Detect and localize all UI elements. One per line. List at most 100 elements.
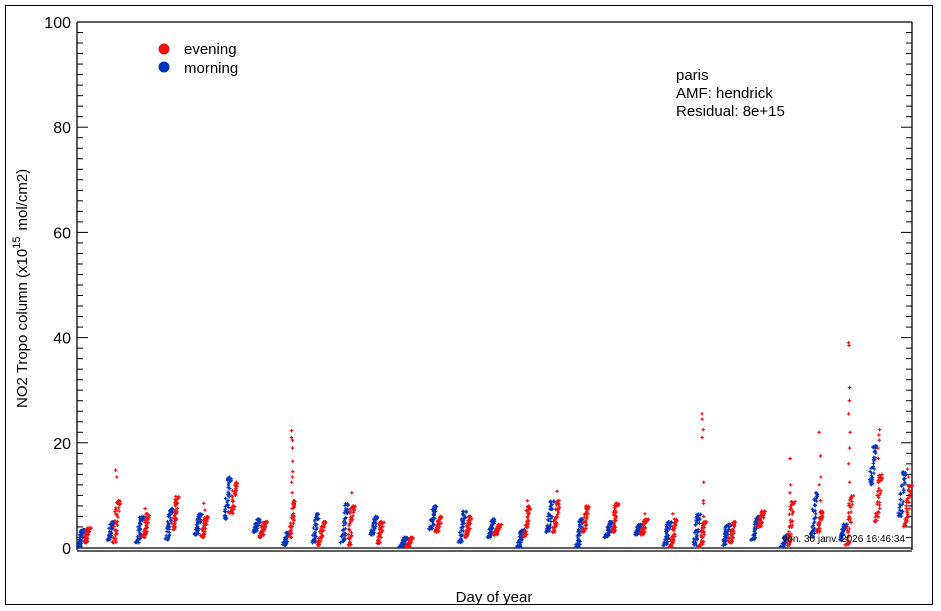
morning-point xyxy=(812,531,817,536)
evening-outlier-point xyxy=(290,446,295,450)
evening-outlier-point xyxy=(876,456,881,461)
morning-point xyxy=(578,542,582,547)
morning-point xyxy=(842,522,846,527)
evening-point xyxy=(557,498,561,503)
morning-point xyxy=(873,444,878,448)
morning-point xyxy=(432,512,436,517)
morning-point xyxy=(197,512,202,517)
morning-point xyxy=(814,511,818,516)
evening-point xyxy=(905,512,910,517)
evening-outlier-point xyxy=(788,490,792,495)
morning-point xyxy=(900,502,904,507)
evening-point xyxy=(905,509,909,514)
evening-point xyxy=(287,534,291,539)
evening-point xyxy=(610,527,615,531)
evening-point xyxy=(616,502,621,506)
evening-point xyxy=(908,494,912,499)
evening-point xyxy=(524,532,529,537)
morning-point xyxy=(373,524,378,529)
annotation-block: paris AMF: hendrick Residual: 8e+15 xyxy=(676,67,785,120)
evening-point xyxy=(261,532,266,537)
evening-point xyxy=(526,504,530,509)
evening-point xyxy=(550,525,555,530)
evening-point xyxy=(876,510,880,514)
evening-point xyxy=(143,519,147,523)
evening-outlier-point xyxy=(846,462,851,466)
evening-point xyxy=(261,520,266,525)
morning-point xyxy=(813,503,817,507)
evening-outlier-point xyxy=(701,480,706,485)
morning-point xyxy=(198,517,203,522)
axes: 0 20 40 60 80 100 xyxy=(44,15,913,558)
morning-point xyxy=(579,517,584,521)
morning-point xyxy=(870,465,875,470)
morning-point xyxy=(697,521,702,526)
evening-point xyxy=(380,529,385,533)
legend-morning-label: morning xyxy=(184,60,238,77)
morning-point xyxy=(110,519,114,524)
morning-point xyxy=(546,518,550,522)
evening-outlier-point xyxy=(876,446,880,450)
evening-point xyxy=(789,532,793,536)
evening-point xyxy=(873,512,878,516)
evening-point xyxy=(117,498,121,503)
evening-point xyxy=(346,536,350,541)
evening-point xyxy=(818,509,823,513)
evening-point xyxy=(877,473,882,478)
morning-point xyxy=(811,528,816,532)
data-points xyxy=(75,341,915,549)
morning-point xyxy=(515,544,520,548)
morning-point xyxy=(696,527,700,532)
evening-point xyxy=(846,511,851,515)
evening-point xyxy=(232,504,237,509)
y-tick-label: 60 xyxy=(53,225,71,242)
morning-point xyxy=(316,512,320,516)
evening-point xyxy=(347,527,352,532)
evening-outlier-point xyxy=(700,417,704,421)
morning-point xyxy=(546,528,551,533)
morning-point xyxy=(342,531,347,536)
evening-point xyxy=(763,509,767,514)
morning-point xyxy=(490,522,495,526)
morning-point xyxy=(314,527,319,532)
evening-point xyxy=(290,506,294,511)
evening-point xyxy=(205,514,209,519)
evening-point xyxy=(232,489,237,494)
evening-point xyxy=(787,529,791,534)
evening-point xyxy=(289,523,294,528)
morning-point xyxy=(343,520,348,525)
morning-point xyxy=(459,518,464,522)
evening-point xyxy=(792,501,796,506)
evening-point xyxy=(171,516,175,520)
morning-point xyxy=(902,489,906,493)
evening-outlier-point xyxy=(847,385,852,390)
evening-outlier-point xyxy=(113,468,118,472)
evening-point xyxy=(144,515,149,520)
evening-point xyxy=(202,516,207,520)
morning-point xyxy=(898,491,903,496)
morning-point xyxy=(900,509,905,513)
evening-outlier-point xyxy=(818,454,823,458)
morning-point xyxy=(402,535,407,540)
evening-point xyxy=(727,536,732,541)
evening-point xyxy=(528,506,532,511)
morning-point xyxy=(166,512,171,517)
evening-point xyxy=(553,522,558,527)
evening-outlier-point xyxy=(846,412,851,416)
y-axis-title-main: NO2 Tropo column (x10 xyxy=(14,249,31,408)
evening-point xyxy=(350,517,355,522)
morning-point xyxy=(314,522,318,526)
evening-outlier-point xyxy=(877,433,881,437)
legend-evening-marker xyxy=(158,43,170,55)
morning-point xyxy=(899,484,904,488)
morning-point xyxy=(135,535,140,539)
morning-point xyxy=(192,531,197,536)
morning-point xyxy=(222,514,227,518)
morning-point xyxy=(871,444,875,449)
evening-point xyxy=(846,517,851,522)
morning-point xyxy=(344,507,348,511)
evening-point xyxy=(847,527,852,531)
evening-point xyxy=(907,507,911,511)
evening-point xyxy=(847,501,851,506)
evening-point xyxy=(438,514,442,519)
